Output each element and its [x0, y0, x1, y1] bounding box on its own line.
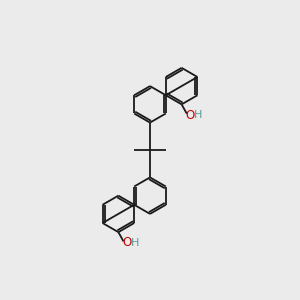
Text: H: H [194, 110, 202, 120]
Text: O: O [122, 236, 132, 249]
Text: O: O [186, 109, 195, 122]
Text: H: H [130, 238, 139, 248]
